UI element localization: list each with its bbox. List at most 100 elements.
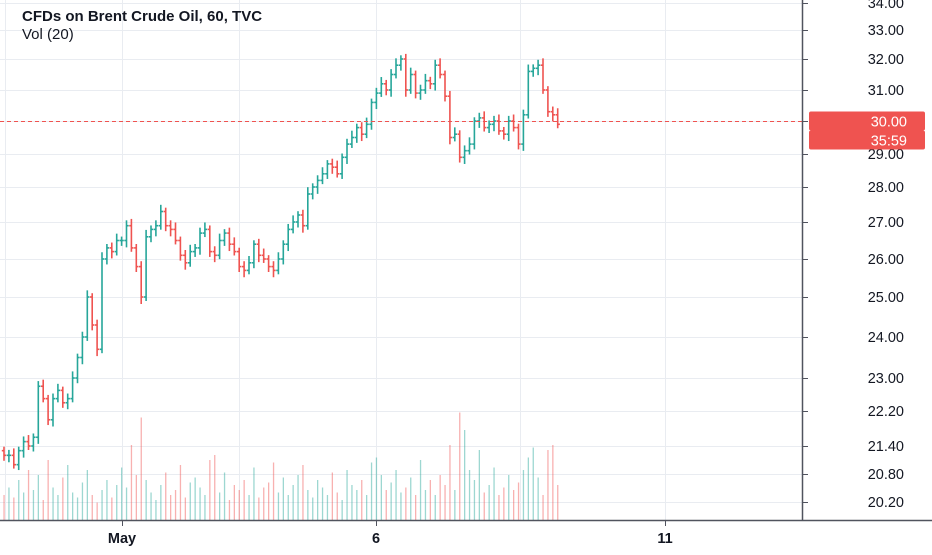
volume-bar (508, 475, 510, 520)
volume-bar (76, 497, 79, 520)
volume-bar (189, 482, 191, 520)
volume-bar (473, 480, 476, 520)
price-bar (232, 237, 237, 256)
volume-bar (145, 480, 147, 520)
price-bar (545, 86, 551, 117)
price-bar (526, 64, 531, 119)
volume-bar (527, 457, 529, 520)
volume-bar (424, 490, 427, 520)
volume-bar (513, 490, 515, 520)
price-bar (1, 446, 7, 461)
price-bar (413, 70, 418, 99)
volume-bar (13, 497, 15, 520)
price-bar (178, 236, 183, 261)
volume-bar (321, 487, 324, 520)
price-bar (11, 448, 16, 469)
price-bar (467, 137, 472, 155)
price-bar (330, 158, 335, 174)
price-bar (109, 242, 114, 259)
price-bar (506, 115, 511, 142)
price-bar (202, 222, 208, 238)
price-bar (433, 59, 438, 91)
price-axis-label: 28.00 (868, 180, 904, 196)
price-bar (379, 77, 384, 97)
volume-bar (194, 477, 196, 520)
volume-bar (32, 490, 35, 520)
price-bar (516, 123, 521, 150)
price-bar (60, 386, 65, 408)
volume-bar (439, 475, 441, 520)
volume-layer (3, 412, 559, 520)
volume-bar (214, 455, 216, 520)
volume-bar (547, 450, 549, 520)
price-axis-label: 31.00 (868, 83, 904, 99)
volume-bar (297, 475, 299, 520)
volume-bar (263, 487, 265, 520)
volume-bar (160, 485, 162, 520)
price-bar (305, 187, 310, 230)
price-axis-label: 22.20 (868, 404, 904, 420)
volume-bar (434, 495, 436, 520)
volume-bar (370, 462, 373, 520)
volume-bar (47, 460, 49, 520)
volume-bar (351, 485, 353, 520)
volume-bar (292, 485, 294, 520)
volume-bar (317, 480, 319, 520)
price-bar (21, 436, 26, 458)
volume-bar (91, 495, 93, 520)
price-bar (65, 393, 70, 410)
price-bar (129, 218, 134, 252)
volume-bar (42, 500, 44, 520)
price-bar (163, 207, 168, 232)
price-axis-label: 23.00 (868, 371, 904, 387)
volume-bar (302, 465, 304, 520)
volume-bar (72, 492, 74, 520)
price-bar (237, 247, 242, 272)
volume-bar (209, 460, 211, 520)
time-axis-label: 6 (372, 531, 380, 547)
price-bar (6, 449, 12, 463)
volume-bar (478, 450, 480, 520)
price-bar (418, 84, 423, 100)
volume-bar (503, 487, 505, 520)
volume-bar (106, 480, 108, 520)
volume-bar (341, 500, 343, 520)
price-bar (197, 227, 203, 255)
price-bar (550, 106, 555, 122)
price-bar (26, 435, 31, 450)
volume-bar (410, 477, 412, 520)
volume-bar (483, 492, 485, 520)
price-bar (359, 122, 364, 142)
volume-bar (96, 502, 98, 520)
volume-bar (277, 492, 280, 520)
volume-bar (125, 487, 128, 520)
price-bar (403, 53, 408, 97)
volume-bar (375, 457, 378, 520)
price-bar (339, 153, 345, 179)
price-bar (85, 290, 90, 341)
price-bar (408, 67, 413, 94)
price-bar (393, 58, 399, 79)
price-bar (271, 261, 276, 278)
volume-bar (199, 487, 201, 520)
volume-bar (57, 495, 59, 520)
price-bar (75, 353, 80, 384)
price-bar (45, 394, 51, 426)
volume-bar (331, 472, 333, 520)
volume-bar (454, 490, 456, 520)
countdown-badge-label: 35:59 (871, 134, 907, 150)
volume-bar (116, 485, 118, 520)
price-badge: 30.00 (809, 111, 925, 131)
price-bar (462, 145, 467, 164)
time-axis-label: 11 (657, 531, 672, 547)
volume-bar (488, 485, 490, 520)
volume-bar (101, 490, 103, 520)
volume-bar (459, 412, 461, 520)
price-bar (428, 76, 433, 90)
volume-bar (552, 445, 554, 520)
volume-bar (243, 480, 245, 520)
volume-bar (282, 477, 284, 520)
price-axis-label: 25.00 (868, 290, 904, 306)
